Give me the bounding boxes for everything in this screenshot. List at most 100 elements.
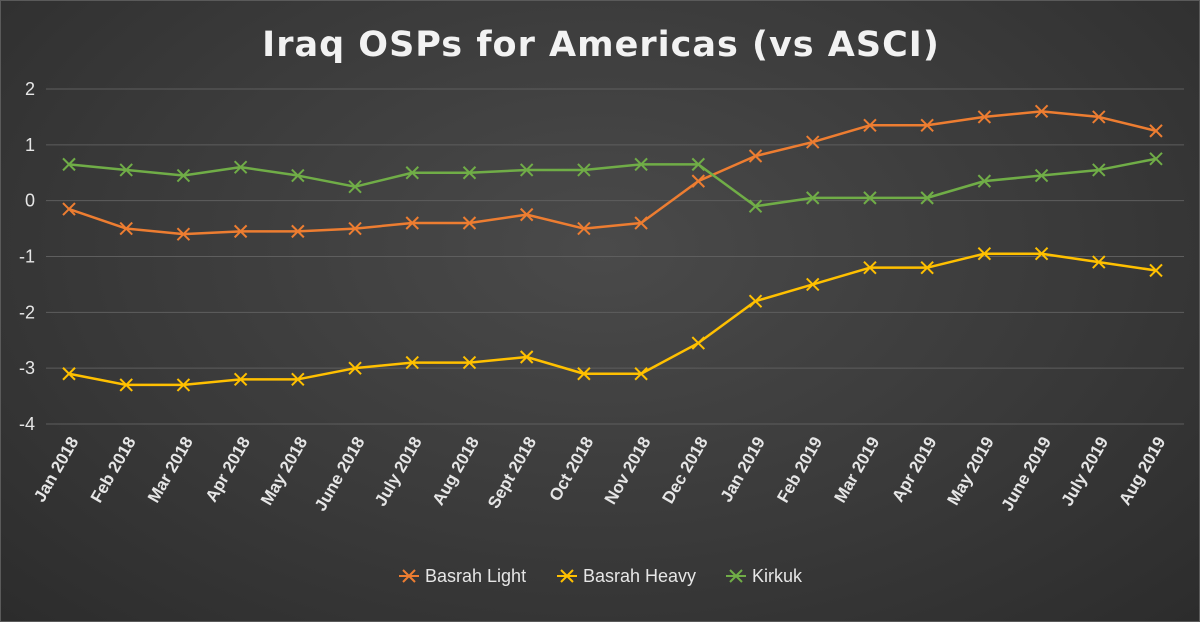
x-tick-label: Apr 2019 (888, 434, 940, 506)
series-line (68, 157, 1157, 208)
legend-label: Kirkuk (752, 566, 803, 586)
chart-title: Iraq OSPs for Americas (vs ASCI) (262, 25, 940, 65)
data-point-marker (1092, 110, 1106, 124)
x-tick-label: July 2018 (371, 434, 426, 510)
data-point-marker (176, 227, 191, 241)
x-tick-label: July 2019 (1058, 434, 1113, 510)
legend: Basrah Light Basrah Heavy Kirkuk (399, 566, 803, 586)
data-point-marker (291, 372, 305, 387)
x-tick-label: Sept 2018 (484, 434, 540, 512)
y-tick-label: -3 (19, 358, 35, 378)
data-point-marker (577, 367, 591, 381)
x-tick-label: Jan 2019 (717, 434, 769, 506)
x-tick-label: May 2019 (944, 434, 998, 509)
series-basrah-light (62, 104, 1163, 241)
data-point-marker (920, 260, 934, 275)
data-point-marker (462, 166, 477, 180)
data-point-marker (119, 221, 133, 236)
series-kirkuk (62, 152, 1163, 213)
data-point-marker (1149, 263, 1163, 278)
data-point-marker (405, 355, 419, 370)
data-point-marker (1092, 255, 1106, 269)
data-point-marker (62, 202, 76, 216)
data-point-marker (634, 367, 648, 381)
x-tick-label: Apr 2018 (202, 434, 254, 506)
x-tick-label: Jan 2018 (30, 434, 82, 506)
data-point-marker (176, 168, 191, 183)
y-tick-label: -1 (19, 247, 35, 267)
x-tick-label: June 2018 (311, 434, 369, 515)
x-tick-label: Feb 2018 (87, 434, 140, 507)
data-point-marker (405, 166, 419, 180)
data-point-marker (1034, 104, 1049, 119)
x-tick-label: Nov 2018 (601, 434, 655, 508)
series-line (68, 252, 1157, 387)
y-tick-label: -2 (19, 302, 35, 322)
data-point-marker (519, 163, 534, 177)
data-point-marker (119, 163, 133, 177)
data-point-marker (1149, 124, 1163, 138)
data-point-marker (748, 199, 763, 213)
data-point-marker (691, 174, 706, 188)
legend-marker (402, 569, 416, 583)
series-line (68, 110, 1157, 236)
legend-item: Basrah Heavy (557, 566, 696, 586)
data-point-marker (863, 118, 877, 132)
x-tick-label: Dec 2018 (658, 434, 711, 507)
data-point-marker (806, 135, 820, 149)
data-point-marker (977, 110, 992, 124)
data-point-marker (577, 221, 591, 236)
data-point-marker (62, 157, 76, 172)
legend-item: Basrah Light (399, 566, 526, 586)
data-point-marker (1092, 163, 1106, 177)
data-point-marker (462, 355, 477, 370)
series-basrah-heavy (62, 247, 1163, 392)
data-point-marker (634, 216, 648, 230)
data-point-marker (291, 168, 305, 183)
data-point-marker (691, 336, 706, 350)
data-point-marker (863, 191, 877, 205)
y-tick-label: 1 (25, 135, 35, 155)
data-point-marker (176, 378, 191, 392)
data-point-marker (691, 157, 706, 172)
data-point-marker (119, 378, 133, 392)
x-tick-label: Aug 2018 (429, 434, 483, 509)
data-point-marker (920, 191, 934, 205)
data-point-marker (977, 247, 992, 261)
x-tick-label: Aug 2019 (1115, 434, 1169, 509)
data-point-marker (519, 350, 534, 364)
y-tick-label: 2 (25, 79, 35, 99)
x-tick-label: June 2019 (997, 434, 1055, 515)
data-point-marker (405, 216, 419, 230)
data-point-marker (634, 157, 648, 172)
gridlines (46, 88, 1184, 425)
data-point-marker (977, 174, 992, 188)
legend-marker (560, 569, 574, 583)
x-tick-label: Mar 2019 (831, 434, 884, 507)
series-lines (62, 104, 1163, 392)
data-point-marker (233, 372, 248, 387)
legend-label: Basrah Light (425, 566, 526, 586)
data-point-marker (1034, 247, 1049, 261)
data-point-marker (519, 207, 534, 222)
data-point-marker (233, 160, 248, 174)
data-point-marker (1034, 168, 1049, 183)
data-point-marker (62, 367, 76, 381)
y-axis-ticks: 2 1 0 -1 -2 -3 -4 (19, 79, 35, 434)
data-point-marker (806, 277, 820, 292)
data-point-marker (748, 294, 763, 308)
data-point-marker (348, 361, 362, 375)
legend-item: Kirkuk (726, 566, 803, 586)
y-tick-label: -4 (19, 414, 35, 434)
data-point-marker (577, 163, 591, 177)
x-tick-label: Mar 2018 (144, 434, 197, 507)
x-axis-ticks: Jan 2018 Feb 2018 Mar 2018 Apr 2018 May 2018… (30, 434, 1169, 515)
legend-marker (729, 569, 743, 583)
data-point-marker (1149, 152, 1163, 166)
data-point-marker (233, 224, 248, 239)
legend-label: Basrah Heavy (583, 566, 696, 586)
x-tick-label: Feb 2019 (773, 434, 826, 507)
x-tick-label: Oct 2018 (545, 434, 597, 505)
